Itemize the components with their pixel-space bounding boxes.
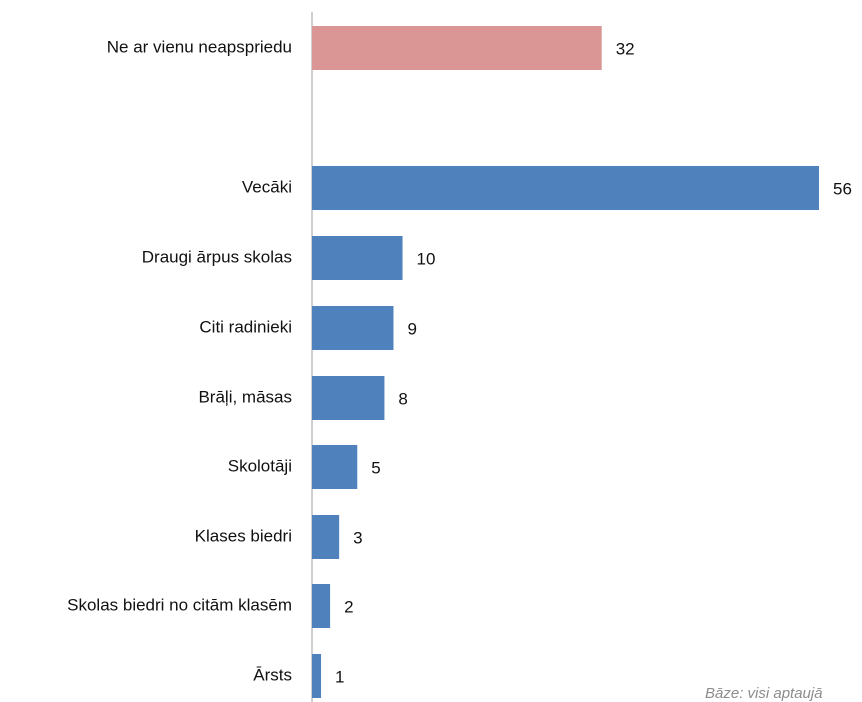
bar-6 (312, 515, 340, 559)
category-labels-group: Ne ar vienu neapspriedu Vecāki Draugi ārpu… (67, 37, 292, 684)
bar-0 (312, 26, 602, 70)
category-label-0: Ne ar vienu neapspriedu (107, 37, 292, 56)
category-label-8: Ārsts (253, 665, 292, 684)
value-label-3: 9 (407, 319, 416, 338)
category-label-2: Draugi ārpus skolas (142, 247, 292, 266)
value-label-8: 1 (335, 667, 344, 686)
bar-4 (312, 376, 385, 420)
bar-3 (312, 306, 394, 350)
footnote: Bāze: visi aptaujā (705, 685, 823, 702)
bar-1 (312, 166, 819, 210)
category-label-1: Vecāki (242, 177, 292, 196)
value-label-5: 5 (371, 458, 380, 477)
value-label-6: 3 (353, 528, 362, 547)
category-label-7: Skolas biedri no citām klasēm (67, 595, 292, 614)
category-label-3: Citi radinieki (199, 317, 292, 336)
bar-8 (312, 654, 322, 698)
value-label-0: 32 (616, 39, 635, 58)
category-label-4: Brāļi, māsas (198, 387, 292, 406)
bars-group (312, 26, 819, 698)
category-label-5: Skolotāji (228, 456, 292, 475)
bar-2 (312, 236, 403, 280)
value-label-4: 8 (398, 389, 407, 408)
bar-5 (312, 445, 358, 489)
category-label-6: Klases biedri (195, 526, 292, 545)
value-label-1: 56 (833, 179, 852, 198)
value-label-2: 10 (417, 249, 436, 268)
value-label-7: 2 (344, 597, 353, 616)
bar-7 (312, 584, 331, 628)
